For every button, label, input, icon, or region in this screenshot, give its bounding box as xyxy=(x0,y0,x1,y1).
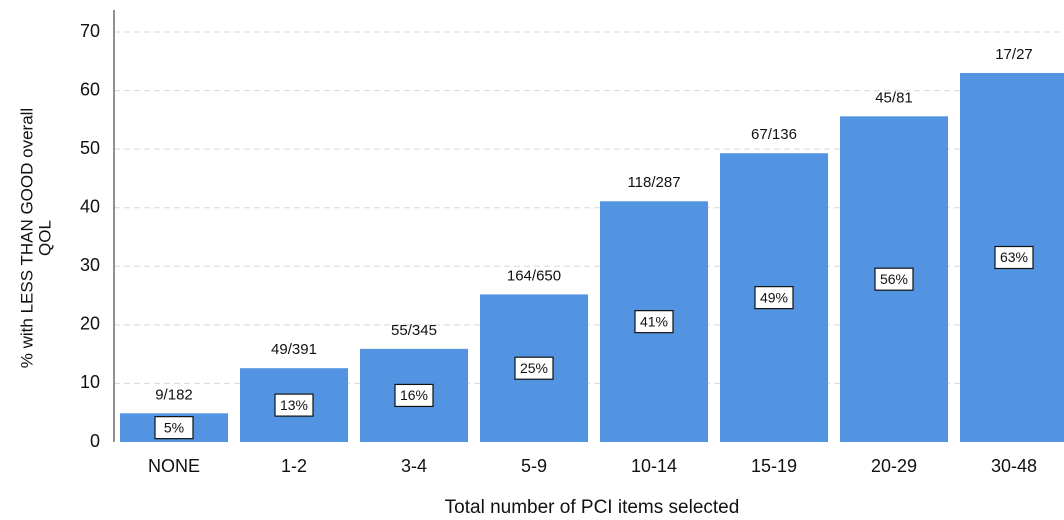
value-label-box xyxy=(274,393,314,417)
x-tick-label: 10-14 xyxy=(631,456,677,476)
x-tick-label: 5-9 xyxy=(521,456,547,476)
value-label-box xyxy=(874,267,914,291)
value-label-box xyxy=(994,245,1034,270)
value-label-box xyxy=(754,286,794,310)
y-tick-label: 20 xyxy=(80,314,100,334)
value-label-box xyxy=(154,416,194,440)
y-tick-label: 40 xyxy=(80,196,100,216)
count-label: 118/287 xyxy=(627,174,680,191)
count-label: 9/182 xyxy=(155,386,193,403)
x-tick-label: 20-29 xyxy=(871,456,917,476)
y-axis-title: QOL xyxy=(35,220,54,256)
value-label: 25% xyxy=(520,360,548,376)
x-tick-label: 3-4 xyxy=(401,456,427,476)
value-label: 16% xyxy=(400,387,428,403)
y-tick-label: 70 xyxy=(80,21,100,41)
value-label-box xyxy=(394,383,434,408)
count-label: 45/81 xyxy=(875,89,913,106)
count-label: 49/391 xyxy=(271,341,317,358)
value-label-box xyxy=(634,310,674,334)
y-tick-label: 10 xyxy=(80,372,100,392)
x-tick-label: NONE xyxy=(148,456,200,476)
value-label-box xyxy=(514,356,554,380)
value-label: 49% xyxy=(760,289,788,305)
value-label: 63% xyxy=(1000,249,1028,265)
x-tick-label: 15-19 xyxy=(751,456,797,476)
y-tick-label: 0 xyxy=(90,431,100,451)
count-label: 55/345 xyxy=(391,322,437,339)
y-tick-label: 30 xyxy=(80,255,100,275)
count-label: 164/650 xyxy=(507,267,561,284)
y-tick-label: 60 xyxy=(80,79,100,99)
x-axis-title: Total number of PCI items selected xyxy=(445,497,740,518)
x-tick-label: 1-2 xyxy=(281,456,307,476)
x-tick-label: 30-48 xyxy=(991,456,1037,476)
value-label: 13% xyxy=(280,397,308,413)
value-label: 56% xyxy=(880,271,908,287)
value-label: 41% xyxy=(640,313,668,329)
count-label: 67/136 xyxy=(751,126,797,143)
count-label: 17/27 xyxy=(995,46,1033,63)
value-label: 5% xyxy=(164,419,184,435)
y-tick-label: 50 xyxy=(80,138,100,158)
y-axis-title: % with LESS THAN GOOD overall xyxy=(17,108,36,368)
